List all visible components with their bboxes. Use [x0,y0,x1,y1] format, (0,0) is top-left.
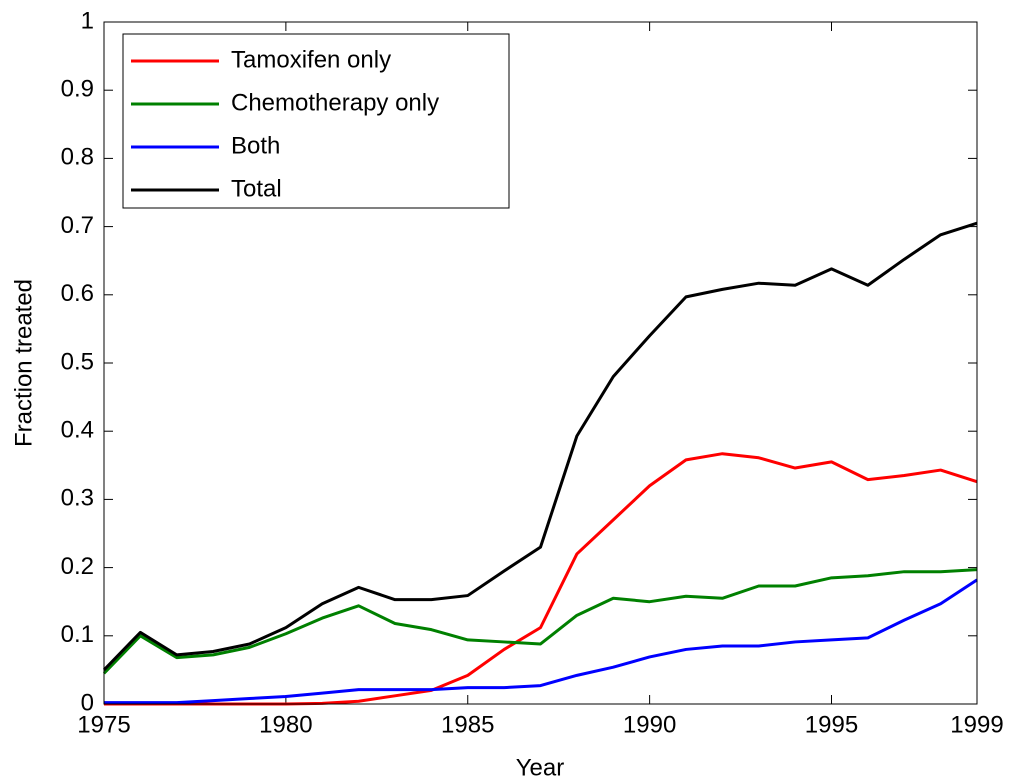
legend-label: Tamoxifen only [231,46,391,73]
legend-box [122,33,510,209]
x-tick-label: 1990 [623,711,676,738]
x-tick-label: 1995 [805,711,858,738]
series-line [102,221,978,671]
legend-label: Total [231,175,282,202]
y-tick-label: 1 [81,7,94,34]
series-line [102,568,978,675]
y-tick-label: 0.7 [61,212,94,239]
y-tick-label: 0.1 [61,621,94,648]
x-axis-label: Year [516,754,565,781]
y-tick-label: 0.2 [61,553,94,580]
y-tick-label: 0 [81,689,94,716]
y-tick-label: 0.4 [61,417,94,444]
y-axis-label: Fraction treated [10,279,37,447]
legend-label: Chemotherapy only [231,89,439,116]
y-tick-label: 0.8 [61,144,94,171]
x-tick-label: 1999 [950,711,1003,738]
x-tick-label: 1975 [77,711,130,738]
plot-frame [103,21,978,705]
series-line [104,578,978,705]
y-tick-label: 0.3 [61,485,94,512]
y-tick-label: 0.5 [61,348,94,375]
y-tick-label: 0.6 [61,280,94,307]
x-tick-label: 1980 [259,711,312,738]
y-tick-label: 0.9 [61,76,94,103]
legend-label: Both [231,132,280,159]
x-tick-label: 1985 [441,711,494,738]
